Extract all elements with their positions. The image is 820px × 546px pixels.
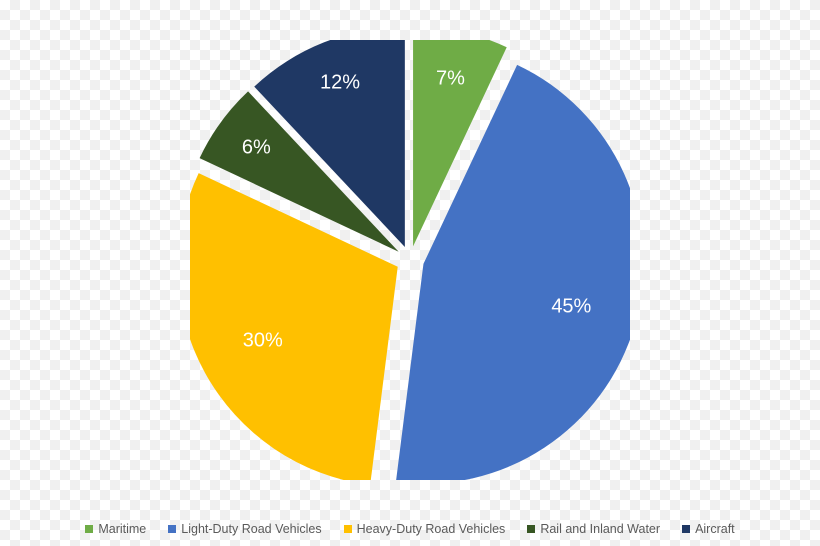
legend-item-maritime: Maritime xyxy=(85,522,146,536)
legend-label: Maritime xyxy=(98,522,146,536)
legend-item-aircraft: Aircraft xyxy=(682,522,735,536)
legend-swatch-aircraft xyxy=(682,525,690,533)
legend-label: Aircraft xyxy=(695,522,735,536)
pct-label-aircraft: 12% xyxy=(320,72,360,95)
pct-label-rail: 6% xyxy=(242,137,271,160)
legend-label: Heavy-Duty Road Vehicles xyxy=(357,522,506,536)
pie-container: 7% 45% 30% 6% 12% xyxy=(190,40,630,480)
legend: Maritime Light-Duty Road Vehicles Heavy-… xyxy=(0,522,820,536)
legend-swatch-lightduty xyxy=(168,525,176,533)
pct-label-heavyduty: 30% xyxy=(243,329,283,352)
pie-svg xyxy=(190,40,630,480)
pie-chart: 7% 45% 30% 6% 12% Maritime Light-Duty Road V… xyxy=(0,0,820,546)
legend-item-rail: Rail and Inland Water xyxy=(527,522,660,536)
legend-item-heavyduty: Heavy-Duty Road Vehicles xyxy=(344,522,506,536)
pct-label-lightduty: 45% xyxy=(551,295,591,318)
legend-label: Rail and Inland Water xyxy=(540,522,660,536)
legend-swatch-rail xyxy=(527,525,535,533)
legend-swatch-maritime xyxy=(85,525,93,533)
legend-label: Light-Duty Road Vehicles xyxy=(181,522,321,536)
legend-swatch-heavyduty xyxy=(344,525,352,533)
legend-item-lightduty: Light-Duty Road Vehicles xyxy=(168,522,321,536)
pct-label-maritime: 7% xyxy=(436,67,465,90)
